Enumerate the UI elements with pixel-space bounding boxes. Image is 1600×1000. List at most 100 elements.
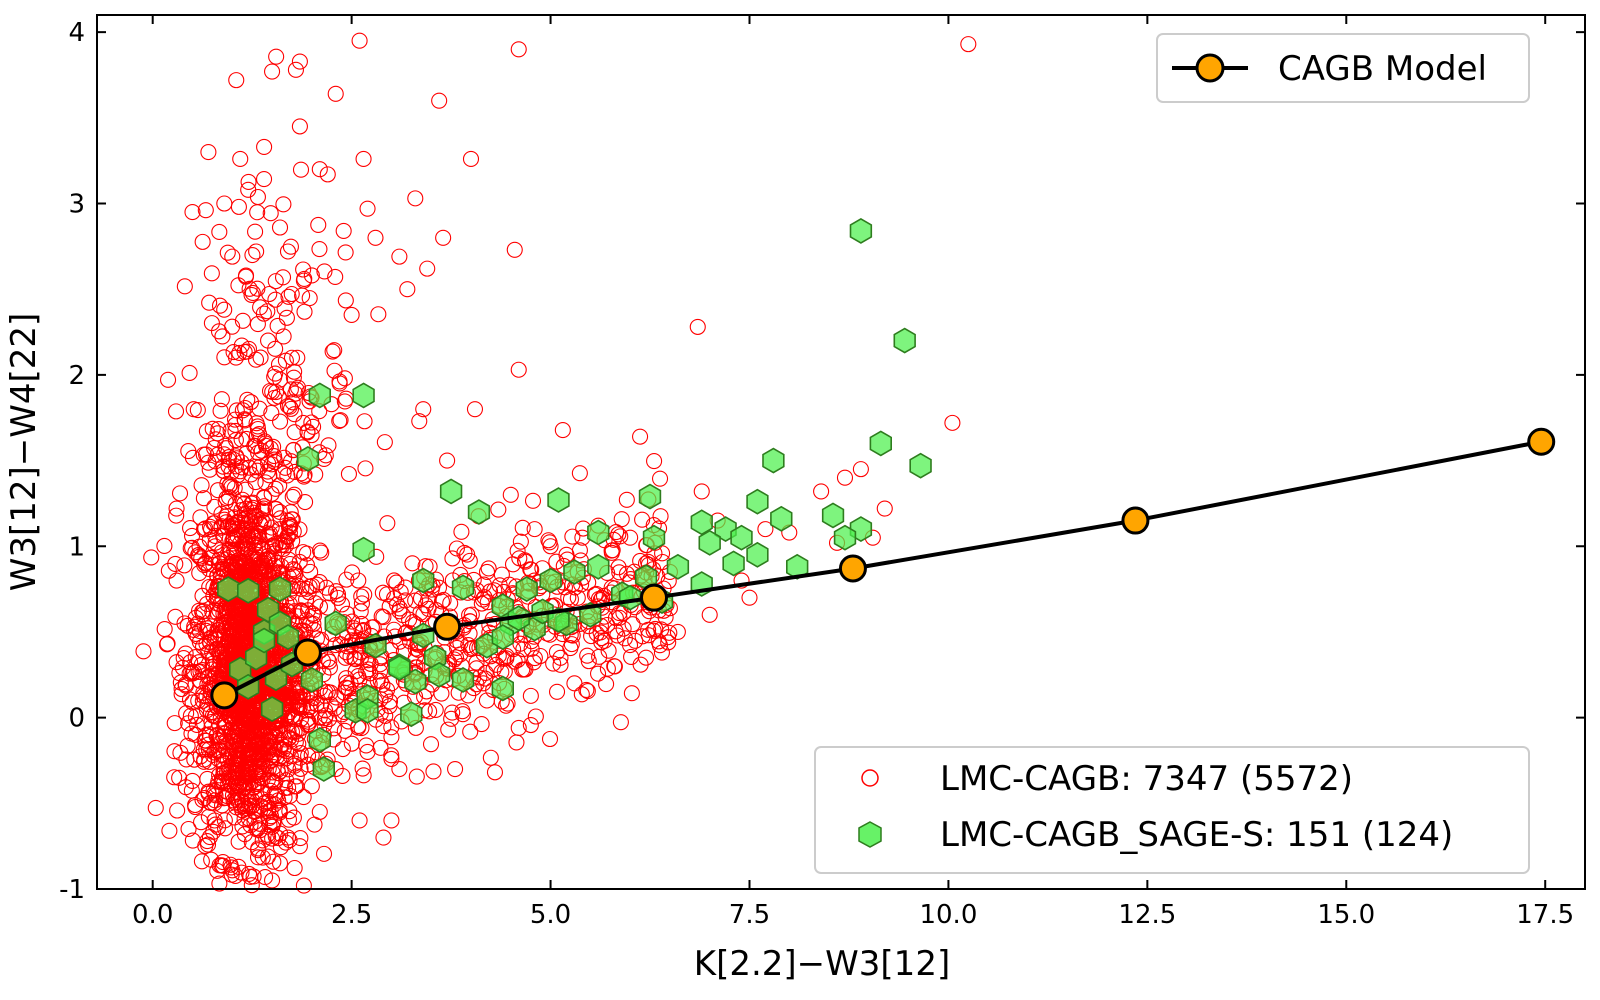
lmc-cagb-point (248, 775, 265, 793)
lmc-cagb-point (176, 557, 193, 574)
lmc-cagb-point (523, 640, 540, 657)
lmc-cagb-point (211, 625, 228, 642)
lmc-cagb-point (287, 385, 304, 402)
lmc-cagb-point (252, 797, 269, 814)
lmc-cagb-point (454, 706, 472, 723)
lmc-cagb-point (433, 593, 451, 610)
lmc-cagb-point (419, 260, 436, 277)
lmc-cagb-point (276, 300, 293, 317)
lmc-cagb-point (205, 823, 222, 840)
lmc-cagb-point (221, 478, 238, 495)
lmc-cagb-point (376, 434, 393, 451)
cagb-model-point (210, 681, 239, 710)
x-tick-label: 2.5 (331, 900, 372, 930)
lmc-cagb-point (473, 595, 490, 612)
lmc-cagb-point (328, 583, 345, 600)
lmc-cagb-point (272, 510, 289, 527)
sage-point (308, 382, 332, 409)
lmc-cagb-point (459, 546, 476, 563)
sage-point (352, 382, 375, 409)
lmc-cagb-point (813, 483, 830, 500)
lmc-cagb-point (156, 621, 173, 638)
x-tick-label: 17.5 (1516, 900, 1574, 930)
lmc-cagb-point (211, 555, 228, 572)
lmc-cagb-point (468, 654, 485, 671)
sage-point (821, 502, 845, 529)
lmc-cagb-point (239, 755, 256, 772)
lmc-cagb-point (288, 768, 305, 785)
lmc-cagb-point (733, 572, 750, 589)
lmc-cagb-point (261, 285, 278, 303)
lmc-cagb-point (347, 622, 364, 639)
lmc-cagb-point (195, 638, 212, 655)
lmc-cagb-point (522, 561, 539, 578)
lmc-cagb-point (245, 564, 262, 581)
lmc-cagb-point (606, 658, 623, 675)
lmc-cagb-point (343, 306, 360, 323)
lmc-cagb-point (651, 470, 669, 487)
lmc-cagb-point (286, 463, 303, 481)
lmc-cagb-point (453, 523, 470, 540)
lmc-cagb-point (583, 628, 600, 645)
sage-point (762, 447, 785, 474)
lmc-cagb-point (277, 537, 294, 554)
lmc-cagb-point (599, 616, 616, 634)
lmc-cagb-point (473, 716, 490, 733)
lmc-cagb-point (249, 420, 266, 438)
cagb-model-point (433, 612, 462, 641)
lmc-cagb-point (171, 485, 189, 502)
lmc-cagb-point (232, 732, 249, 749)
lmc-cagb-point (159, 371, 177, 388)
lmc-cagb-point (219, 518, 236, 536)
lmc-cagb-point (135, 643, 152, 660)
lmc-cagb-point (512, 533, 529, 550)
lmc-cagb-point (295, 414, 312, 432)
lmc-cagb-point (242, 868, 259, 885)
sage-point (312, 756, 336, 782)
lmc-cagb-point (224, 744, 241, 761)
lmc-cagb-point (468, 660, 485, 677)
lmc-cagb-point (256, 138, 273, 156)
lmc-cagb-point (564, 528, 581, 545)
lmc-cagb-point (481, 617, 498, 634)
lmc-cagb-point (611, 605, 628, 622)
lmc-cagb-point (960, 36, 977, 53)
lmc-cagb-point (207, 527, 224, 544)
lmc-cagb-point (287, 61, 304, 78)
lmc-cagb-point (262, 752, 279, 769)
lmc-cagb-point (213, 391, 230, 408)
lmc-cagb-point (227, 422, 244, 439)
sage-point (698, 529, 721, 556)
sage-point (400, 701, 423, 728)
lmc-cagb-point (208, 742, 225, 759)
lmc-cagb-point (143, 549, 160, 566)
lmc-cagb-point (243, 286, 260, 303)
lmc-cagb-point (331, 375, 348, 392)
lmc-cagb-point (186, 618, 203, 635)
lmc-cagb-point (267, 480, 284, 497)
lmc-cagb-point (264, 872, 281, 889)
lmc-cagb-point (372, 672, 389, 689)
lmc-cagb-point (243, 877, 260, 894)
lmc-cagb-point (647, 620, 664, 637)
lmc-cagb-point (303, 267, 320, 284)
lmc-cagb-point (310, 216, 327, 233)
lmc-cagb-point (327, 85, 344, 102)
lmc-cagb-point (260, 551, 277, 569)
lmc-cagb-point (207, 792, 224, 809)
lmc-cagb-point (183, 782, 200, 799)
lmc-cagb-point (383, 750, 400, 767)
lmc-cagb-point (216, 718, 233, 736)
sage-point (785, 553, 809, 580)
lmc-cagb-point (209, 482, 227, 499)
lmc-cagb-point (271, 801, 288, 818)
lmc-cagb-point (239, 531, 257, 548)
lmc-cagb-point (292, 749, 309, 766)
lmc-cagb-point (490, 501, 507, 518)
lmc-cagb-point (223, 519, 241, 536)
lmc-cagb-point (431, 92, 448, 109)
lmc-cagb-point (383, 747, 400, 764)
legend-lmc-cagb-label: LMC-CAGB: 7347 (5572) (940, 759, 1353, 799)
lmc-cagb-point (197, 202, 214, 219)
lmc-cagb-point (214, 854, 231, 871)
